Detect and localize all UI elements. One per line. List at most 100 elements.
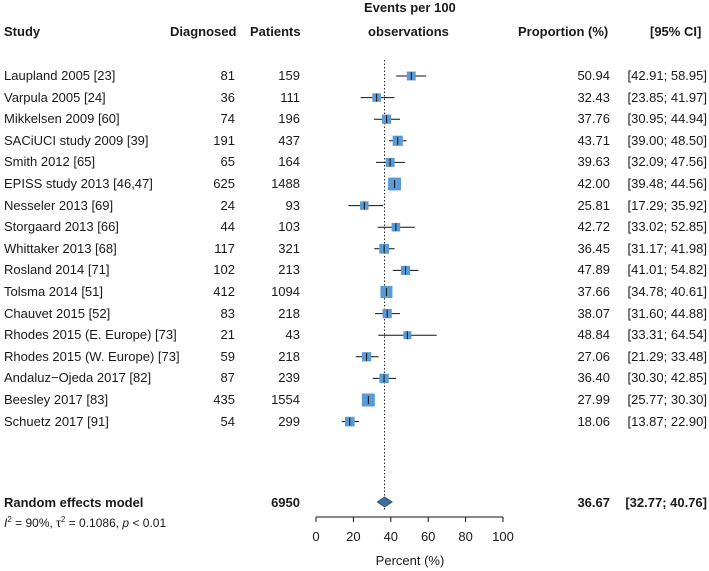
diagnosed-count: 24 xyxy=(220,197,235,213)
patients-count: 437 xyxy=(278,132,300,148)
ci-value: [30.30; 42.85] xyxy=(627,370,707,386)
diagnosed-count: 102 xyxy=(213,262,235,278)
diagnosed-count: 74 xyxy=(220,111,235,127)
ci-value: [31.60; 44.88] xyxy=(627,305,707,321)
patients-count: 103 xyxy=(278,219,300,235)
study-name: Beesley 2017 [83] xyxy=(4,392,109,407)
ci-value: [33.02; 52.85] xyxy=(627,219,707,235)
study-name: Rhodes 2015 (W. Europe) [73] xyxy=(4,348,180,364)
diagnosed-count: 21 xyxy=(220,327,235,343)
study-name: Chauvet 2015 [52] xyxy=(4,305,111,321)
diagnosed-count: 81 xyxy=(220,68,235,83)
summary-patients: 6950 xyxy=(271,495,300,510)
proportion-value: 36.40 xyxy=(577,370,610,386)
summary-proportion: 36.67 xyxy=(577,495,610,510)
header-events-line1: Events per 100 xyxy=(364,0,456,15)
ci-value: [21.29; 33.48] xyxy=(627,348,707,364)
study-name: Tolsma 2014 [51] xyxy=(4,284,104,299)
x-tick-label: 100 xyxy=(492,529,514,544)
proportion-value: 42.72 xyxy=(577,219,610,235)
proportion-value: 27.06 xyxy=(577,348,610,364)
patients-count: 93 xyxy=(285,197,300,213)
diagnosed-count: 191 xyxy=(213,132,235,148)
x-tick-label: 60 xyxy=(420,529,436,544)
proportion-value: 50.94 xyxy=(577,68,610,83)
ci-value: [13.87; 22.90] xyxy=(627,413,707,429)
header-study: Study xyxy=(4,24,41,39)
p-value: < 0.01 xyxy=(129,516,167,530)
ci-value: [39.48; 44.56] xyxy=(627,176,707,191)
p-symbol: p xyxy=(122,516,130,530)
proportion-value: 32.43 xyxy=(577,89,610,105)
ci-value: [32.09; 47.56] xyxy=(627,154,707,170)
diagnosed-count: 65 xyxy=(220,154,235,170)
x-tick-label: 0 xyxy=(312,529,320,544)
summary-diamond xyxy=(376,496,393,508)
proportion-value: 39.63 xyxy=(577,154,610,170)
ci-value: [23.85; 41.97] xyxy=(627,89,707,105)
study-name: SACiUCI study 2009 [39] xyxy=(4,132,149,148)
study-name: Schuetz 2017 [91] xyxy=(4,413,109,429)
diagnosed-count: 36 xyxy=(220,89,235,105)
study-name: Andaluz−Ojeda 2017 [82] xyxy=(4,370,152,386)
patients-count: 239 xyxy=(278,370,300,386)
ci-value: [42.91; 58.95] xyxy=(627,68,707,83)
patients-count: 218 xyxy=(278,348,300,364)
summary-label: Random effects model xyxy=(4,495,144,510)
ci-value: [31.17; 41.98] xyxy=(627,240,707,256)
ci-value: [17.29; 35.92] xyxy=(627,197,707,213)
study-name: Mikkelsen 2009 [60] xyxy=(4,111,120,127)
proportion-value: 42.00 xyxy=(577,176,610,191)
ci-value: [33.31; 64.54] xyxy=(627,327,707,343)
patients-count: 218 xyxy=(278,305,300,321)
tau-superscript: 2 xyxy=(60,515,66,524)
study-name: Varpula 2005 [24] xyxy=(4,89,106,105)
tau-symbol: τ xyxy=(56,516,61,530)
diagnosed-count: 59 xyxy=(220,348,235,364)
study-name: Storgaard 2013 [66] xyxy=(4,219,119,235)
proportion-value: 37.66 xyxy=(577,284,610,299)
proportion-value: 47.89 xyxy=(577,262,610,278)
heterogeneity-note: I2 = 90%, τ2 = 0.1086, p < 0.01 xyxy=(4,515,166,530)
diagnosed-count: 87 xyxy=(220,370,235,386)
ci-value: [41.01; 54.82] xyxy=(627,262,707,278)
proportion-value: 27.99 xyxy=(577,392,610,407)
study-name: EPISS study 2013 [46,47] xyxy=(4,176,153,191)
proportion-value: 43.71 xyxy=(577,132,610,148)
patients-count: 1488 xyxy=(271,176,300,191)
proportion-value: 48.84 xyxy=(577,327,610,343)
header-proportion: Proportion (%) xyxy=(518,24,609,39)
patients-count: 1094 xyxy=(271,284,300,299)
ci-value: [34.78; 40.61] xyxy=(627,284,707,299)
study-name: Rhodes 2015 (E. Europe) [73] xyxy=(4,327,177,343)
diagnosed-count: 117 xyxy=(214,240,235,256)
study-name: Rosland 2014 [71] xyxy=(4,262,110,278)
diagnosed-count: 54 xyxy=(220,413,235,429)
diagnosed-count: 44 xyxy=(220,219,235,235)
tau-value: = 0.1086, xyxy=(65,516,123,530)
proportion-value: 25.81 xyxy=(577,197,610,213)
study-name: Laupland 2005 [23] xyxy=(4,68,116,83)
proportion-value: 18.06 xyxy=(577,413,610,429)
diagnosed-count: 625 xyxy=(213,176,235,191)
header-ci: [95% CI] xyxy=(650,24,702,39)
i2-value: = 90%, xyxy=(11,516,57,530)
patients-count: 164 xyxy=(278,154,300,170)
patients-count: 159 xyxy=(278,68,300,83)
summary-ci: [32.77; 40.76] xyxy=(625,495,707,510)
x-tick-label: 20 xyxy=(346,529,361,544)
study-name: Nesseler 2013 [69] xyxy=(4,197,114,213)
study-name: Smith 2012 [65] xyxy=(4,154,96,170)
study-name: Whittaker 2013 [68] xyxy=(4,240,117,256)
i2-superscript: 2 xyxy=(7,515,12,524)
patients-count: 213 xyxy=(278,262,300,278)
patients-count: 321 xyxy=(278,240,300,256)
header-events-line2: observations xyxy=(368,24,449,39)
x-tick-label: 40 xyxy=(383,529,399,544)
i2-symbol: I xyxy=(4,516,8,530)
ci-value: [30.95; 44.94] xyxy=(627,111,707,127)
patients-count: 196 xyxy=(278,111,300,127)
patients-count: 43 xyxy=(285,327,300,343)
